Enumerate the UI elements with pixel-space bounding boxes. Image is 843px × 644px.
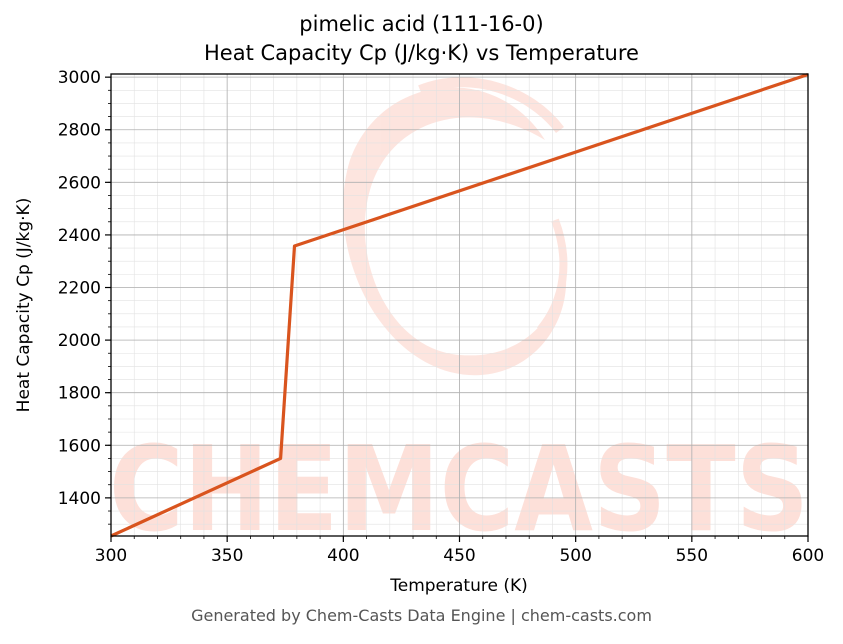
y-tick-label: 3000 [58, 68, 101, 88]
x-tick-label: 550 [676, 546, 708, 566]
y-tick-label: 2200 [58, 279, 101, 299]
y-tick-label: 1800 [58, 384, 101, 404]
series-layer [110, 72, 809, 538]
y-tick-label: 2800 [58, 121, 101, 141]
y-tick-label: 1400 [58, 489, 101, 509]
watermark-swirl-icon [343, 77, 568, 376]
y-tick-label: 2600 [58, 173, 101, 193]
y-tick-label: 1600 [58, 436, 101, 456]
y-axis-label: Heat Capacity Cp (J/kg·K) [14, 197, 34, 413]
chart-title: pimelic acid (111-16-0) [299, 12, 544, 36]
x-tick-label: 600 [792, 546, 824, 566]
axis-tick-labels: 300 350 400 450 500 550 600 1400 1600 1800 2000 220… [58, 68, 824, 566]
x-tick-label: 400 [327, 546, 359, 566]
y-tick-label: 2000 [58, 331, 101, 351]
x-tick-label: 500 [559, 546, 591, 566]
footer-credit: Generated by Chem-Casts Data Engine | ch… [191, 606, 652, 625]
chart-subtitle: Heat Capacity Cp (J/kg·K) vs Temperature [204, 41, 639, 65]
watermark-text: CHEMCASTS [109, 420, 809, 558]
y-tick-label: 2400 [58, 226, 101, 246]
watermark-logo: CHEMCASTS [109, 77, 809, 558]
x-axis-label: Temperature (K) [390, 576, 528, 596]
grid-major [110, 74, 809, 536]
x-tick-label: 300 [95, 546, 127, 566]
axis-ticks [105, 76, 809, 542]
x-tick-label: 450 [443, 546, 475, 566]
series-line [110, 72, 809, 538]
x-tick-label: 350 [211, 546, 243, 566]
